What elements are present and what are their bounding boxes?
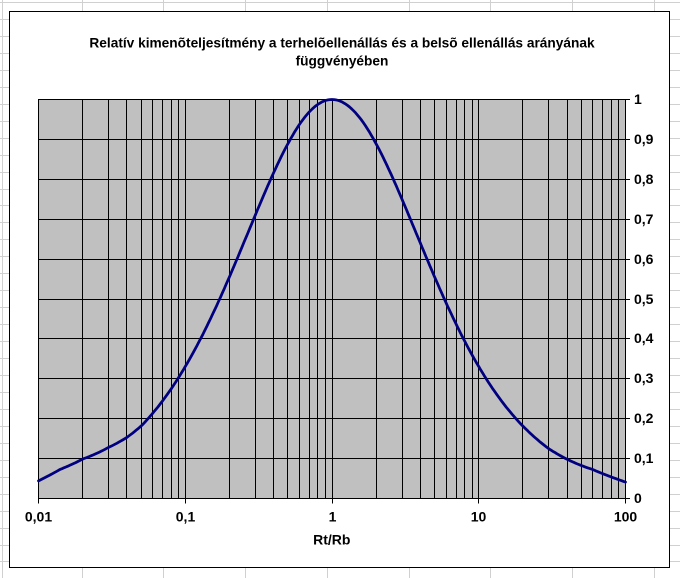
svg-text:0,1: 0,1 <box>176 509 196 525</box>
svg-text:1: 1 <box>634 91 642 107</box>
svg-text:függvényében: függvényében <box>296 54 389 69</box>
svg-text:0,3: 0,3 <box>634 370 654 386</box>
svg-text:0,6: 0,6 <box>634 251 654 267</box>
svg-text:0,7: 0,7 <box>634 211 654 227</box>
svg-text:0,1: 0,1 <box>634 450 654 466</box>
svg-text:0,01: 0,01 <box>25 509 52 525</box>
svg-text:100: 100 <box>614 509 638 525</box>
svg-text:0,9: 0,9 <box>634 131 654 147</box>
svg-text:Rt/Rb: Rt/Rb <box>313 532 350 548</box>
svg-text:1: 1 <box>329 509 337 525</box>
svg-text:0,4: 0,4 <box>634 330 654 346</box>
svg-text:0: 0 <box>634 490 642 506</box>
svg-text:0,8: 0,8 <box>634 171 654 187</box>
svg-text:10: 10 <box>471 509 487 525</box>
svg-text:Relatív kimenõteljesítmény a t: Relatív kimenõteljesítmény a terhelõelle… <box>89 36 595 51</box>
svg-text:0,5: 0,5 <box>634 291 654 307</box>
svg-text:0,2: 0,2 <box>634 410 654 426</box>
